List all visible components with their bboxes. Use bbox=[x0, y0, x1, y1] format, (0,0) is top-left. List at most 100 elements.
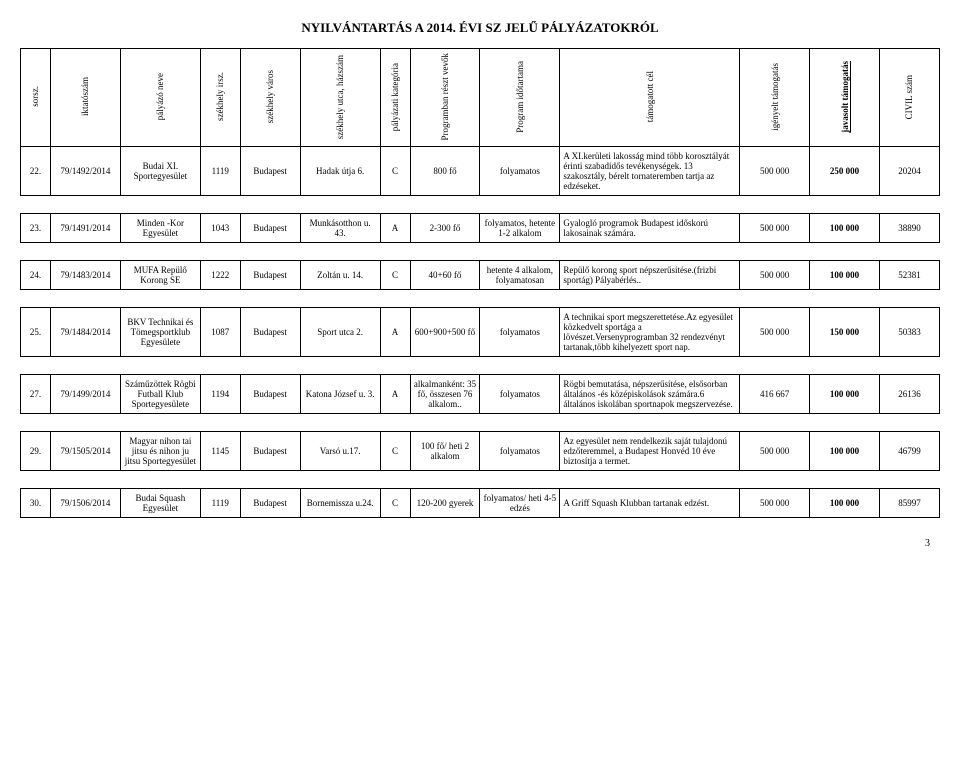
cell-utca: Katona József u. 3. bbox=[300, 375, 380, 414]
cell-igeny: 500 000 bbox=[740, 147, 810, 196]
table-row: 30.79/1506/2014Budai Squash Egyesület111… bbox=[21, 489, 940, 518]
cell-sorsz: 30. bbox=[21, 489, 51, 518]
spacer-row bbox=[21, 414, 940, 432]
cell-kat: C bbox=[380, 261, 410, 290]
cell-igeny: 500 000 bbox=[740, 261, 810, 290]
col-irsz: székhely irsz. bbox=[200, 49, 240, 147]
page-title: NYILVÁNTARTÁS A 2014. ÉVI SZ JELŰ PÁLYÁZ… bbox=[20, 20, 940, 36]
cell-irsz: 1222 bbox=[200, 261, 240, 290]
cell-civil: 20204 bbox=[879, 147, 939, 196]
table-row: 24.79/1483/2014MUFA Repülő Korong SE1222… bbox=[21, 261, 940, 290]
cell-irsz: 1119 bbox=[200, 489, 240, 518]
cell-varos: Budapest bbox=[240, 261, 300, 290]
col-varos: székhely város bbox=[240, 49, 300, 147]
cell-irsz: 1087 bbox=[200, 308, 240, 357]
table-row: 29.79/1505/2014Magyar nihon tai jitsu és… bbox=[21, 432, 940, 471]
cell-javas: 100 000 bbox=[810, 432, 880, 471]
cell-iktatoszam: 79/1484/2014 bbox=[50, 308, 120, 357]
col-kategoria: pályázati kategória bbox=[380, 49, 410, 147]
cell-kat: A bbox=[380, 214, 410, 243]
cell-iktatoszam: 79/1491/2014 bbox=[50, 214, 120, 243]
cell-cel: A technikai sport megszerettetése.Az egy… bbox=[560, 308, 740, 357]
cell-irsz: 1119 bbox=[200, 147, 240, 196]
cell-civil: 85997 bbox=[879, 489, 939, 518]
table-header-row: sorsz. iktatószám pályázó neve székhely … bbox=[21, 49, 940, 147]
table-row: 27.79/1499/2014Száműzöttek Rögbi Futball… bbox=[21, 375, 940, 414]
cell-iktatoszam: 79/1499/2014 bbox=[50, 375, 120, 414]
cell-igeny: 500 000 bbox=[740, 489, 810, 518]
cell-javas: 100 000 bbox=[810, 214, 880, 243]
cell-javas: 100 000 bbox=[810, 261, 880, 290]
cell-sorsz: 24. bbox=[21, 261, 51, 290]
cell-kat: C bbox=[380, 432, 410, 471]
col-iktatoszam: iktatószám bbox=[50, 49, 120, 147]
cell-idotart: folyamatos bbox=[480, 432, 560, 471]
cell-nev: Budai Squash Egyesület bbox=[120, 489, 200, 518]
spacer-row bbox=[21, 471, 940, 489]
table-row: 23.79/1491/2014Minden -Kor Egyesület1043… bbox=[21, 214, 940, 243]
cell-varos: Budapest bbox=[240, 214, 300, 243]
cell-cel: Repülő korong sport népszerűsítése.(friz… bbox=[560, 261, 740, 290]
cell-utca: Munkásotthon u. 43. bbox=[300, 214, 380, 243]
cell-sorsz: 27. bbox=[21, 375, 51, 414]
cell-sorsz: 25. bbox=[21, 308, 51, 357]
cell-irsz: 1145 bbox=[200, 432, 240, 471]
cell-kat: C bbox=[380, 489, 410, 518]
page-number: 3 bbox=[20, 538, 940, 549]
cell-utca: Hadak útja 6. bbox=[300, 147, 380, 196]
col-igenyelt: igényelt támogatás bbox=[740, 49, 810, 147]
cell-igeny: 416 667 bbox=[740, 375, 810, 414]
cell-iktatoszam: 79/1492/2014 bbox=[50, 147, 120, 196]
cell-civil: 38890 bbox=[879, 214, 939, 243]
cell-resztv: 120-200 gyerek bbox=[410, 489, 480, 518]
cell-civil: 52381 bbox=[879, 261, 939, 290]
spacer-row bbox=[21, 196, 940, 214]
cell-resztv: 40+60 fő bbox=[410, 261, 480, 290]
cell-resztv: 100 fő/ heti 2 alkalom bbox=[410, 432, 480, 471]
cell-cel: A XI.kerületi lakosság mind több koroszt… bbox=[560, 147, 740, 196]
spacer-row bbox=[21, 243, 940, 261]
col-javasolt: javasolt támogatás bbox=[810, 49, 880, 147]
cell-idotart: folyamatos, hetente 1-2 alkalom bbox=[480, 214, 560, 243]
table-row: 25.79/1484/2014BKV Technikai és Tömegspo… bbox=[21, 308, 940, 357]
cell-resztv: 800 fő bbox=[410, 147, 480, 196]
cell-cel: A Griff Squash Klubban tartanak edzést. bbox=[560, 489, 740, 518]
col-utca: székhely utca, házszám bbox=[300, 49, 380, 147]
cell-resztv: alkalmanként: 35 fő, összesen 76 alkalom… bbox=[410, 375, 480, 414]
cell-kat: A bbox=[380, 308, 410, 357]
cell-nev: Budai XI. Sportegyesület bbox=[120, 147, 200, 196]
cell-javas: 100 000 bbox=[810, 375, 880, 414]
cell-igeny: 500 000 bbox=[740, 308, 810, 357]
cell-nev: Száműzöttek Rögbi Futball Klub Sportegye… bbox=[120, 375, 200, 414]
cell-varos: Budapest bbox=[240, 375, 300, 414]
spacer-row bbox=[21, 290, 940, 308]
cell-idotart: folyamatos bbox=[480, 375, 560, 414]
cell-idotart: hetente 4 alkalom, folyamatosan bbox=[480, 261, 560, 290]
cell-kat: A bbox=[380, 375, 410, 414]
col-palyazo-neve: pályázó neve bbox=[120, 49, 200, 147]
cell-resztv: 600+900+500 fő bbox=[410, 308, 480, 357]
cell-sorsz: 22. bbox=[21, 147, 51, 196]
table-row: 22.79/1492/2014Budai XI. Sportegyesület1… bbox=[21, 147, 940, 196]
col-idotartam: Program időtartama bbox=[480, 49, 560, 147]
cell-javas: 150 000 bbox=[810, 308, 880, 357]
cell-civil: 50383 bbox=[879, 308, 939, 357]
cell-javas: 250 000 bbox=[810, 147, 880, 196]
cell-cel: Gyalogló programok Budapest időskorú lak… bbox=[560, 214, 740, 243]
grants-table: sorsz. iktatószám pályázó neve székhely … bbox=[20, 48, 940, 518]
cell-utca: Varsó u.17. bbox=[300, 432, 380, 471]
cell-varos: Budapest bbox=[240, 489, 300, 518]
cell-cel: Rögbi bemutatása, népszerűsítése, elsőso… bbox=[560, 375, 740, 414]
cell-nev: BKV Technikai és Tömegsportklub Egyesüle… bbox=[120, 308, 200, 357]
cell-civil: 46799 bbox=[879, 432, 939, 471]
cell-varos: Budapest bbox=[240, 432, 300, 471]
cell-civil: 26136 bbox=[879, 375, 939, 414]
cell-utca: Zoltán u. 14. bbox=[300, 261, 380, 290]
cell-utca: Bornemissza u.24. bbox=[300, 489, 380, 518]
cell-javas: 100 000 bbox=[810, 489, 880, 518]
cell-kat: C bbox=[380, 147, 410, 196]
col-sorsz: sorsz. bbox=[21, 49, 51, 147]
cell-varos: Budapest bbox=[240, 147, 300, 196]
cell-cel: Az egyesület nem rendelkezik saját tulaj… bbox=[560, 432, 740, 471]
cell-iktatoszam: 79/1483/2014 bbox=[50, 261, 120, 290]
